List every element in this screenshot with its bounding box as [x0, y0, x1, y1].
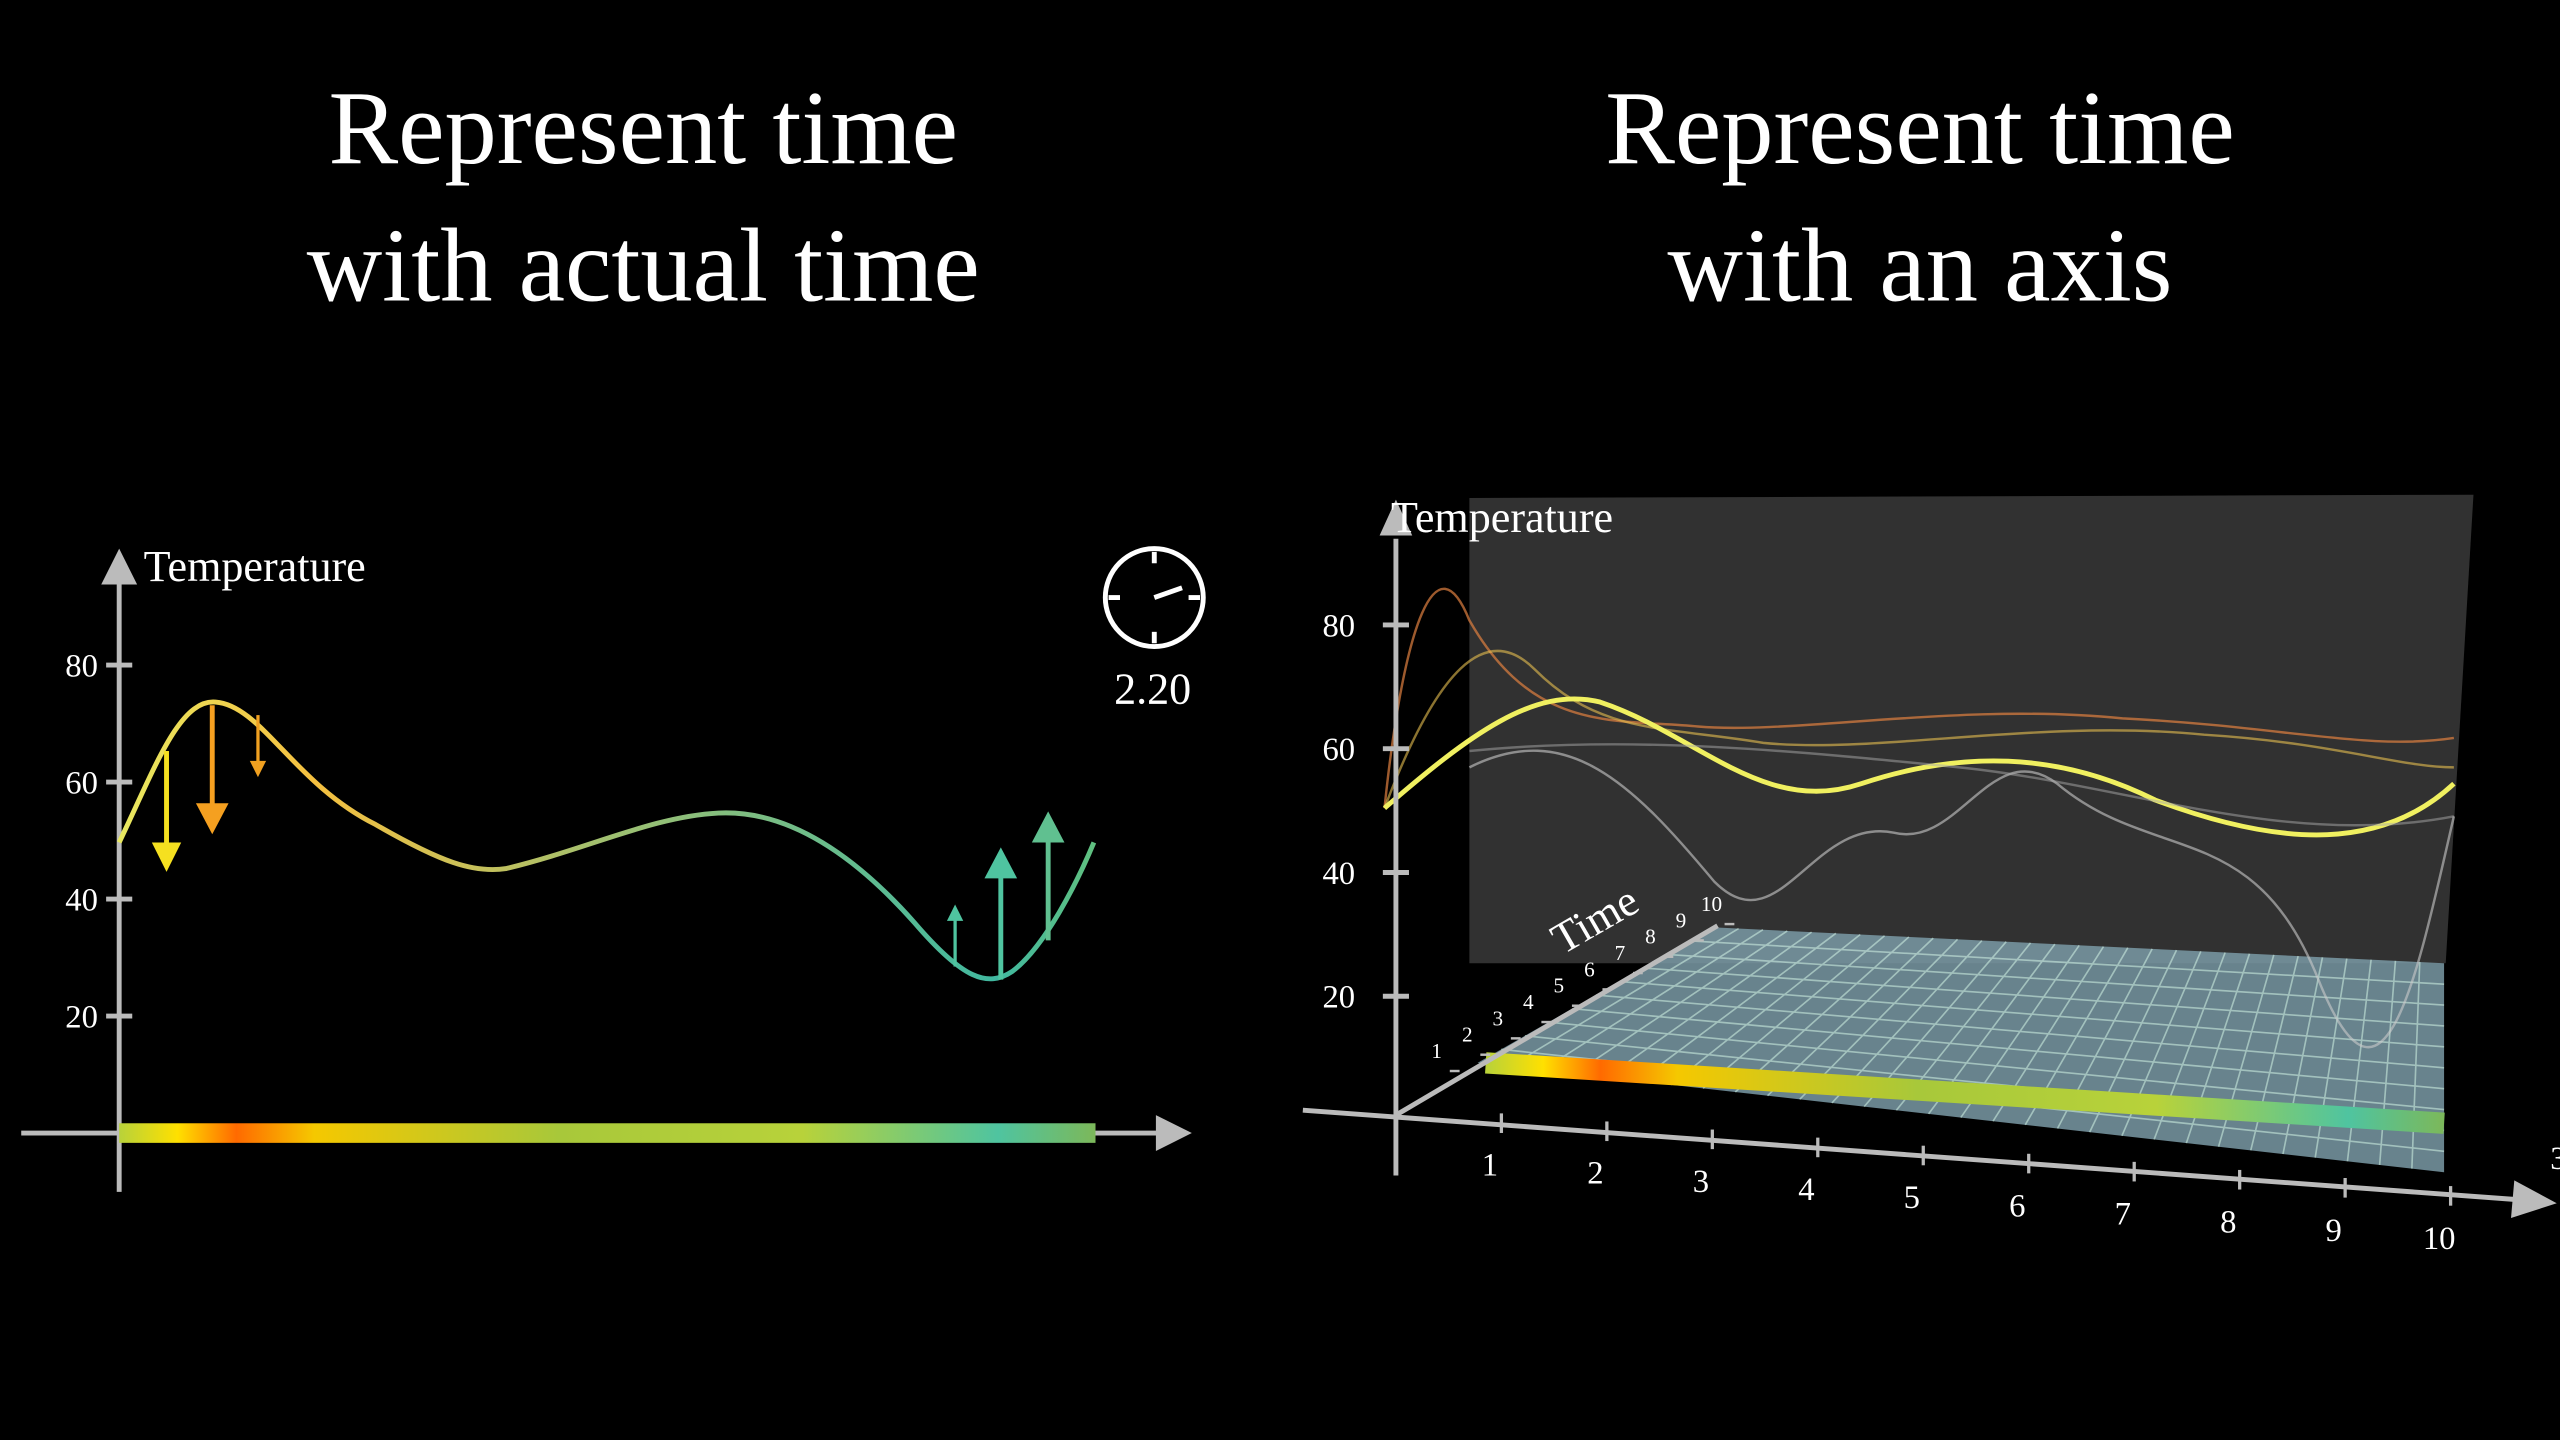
heat-bar [1485, 1052, 2445, 1134]
arrow-head [1031, 811, 1065, 843]
surface [1382, 587, 2456, 1049]
axis-arrow [1155, 1115, 1192, 1152]
y-tick-label: 80 [65, 649, 98, 685]
grid-line [1643, 967, 2445, 1027]
y-tick-label: 20 [65, 999, 98, 1035]
y-label: Temperature [144, 542, 366, 591]
x-tick-label: 7 [2115, 1196, 2131, 1232]
grid-line [1619, 980, 2445, 1048]
surface-line [1383, 649, 2454, 809]
axis-arrow [1379, 499, 1413, 536]
x-tick-label: 8 [2220, 1205, 2236, 1241]
clock-face [1102, 546, 1206, 649]
grid-line [1595, 994, 2445, 1069]
grid-line [1548, 1021, 2445, 1111]
time-tick-label: 6 [1584, 957, 1595, 981]
x-tick-label: 10 [2423, 1221, 2456, 1257]
x-tick-label: 6 [2009, 1188, 2025, 1224]
time-tick-label: 8 [1645, 925, 1656, 949]
right-title: with an axis [1668, 207, 2173, 323]
grid-line [1572, 1007, 2445, 1090]
right-title: Represent time [1605, 70, 2235, 186]
arrow-head [249, 760, 267, 778]
time-tick-label: 7 [1615, 941, 1626, 965]
left-title: with actual time [307, 207, 980, 323]
time-tick-label: 1 [1431, 1039, 1442, 1063]
x-tick-label: 9 [2326, 1213, 2342, 1249]
arrows [151, 705, 1065, 980]
surface-line [1382, 696, 2456, 838]
x-label: 3 [2550, 1141, 2560, 1177]
axis-arrow [2511, 1180, 2557, 1218]
x-tick-label: 3 [1693, 1164, 1709, 1200]
y-tick-label: 40 [65, 882, 98, 918]
x-axis [1302, 1107, 2523, 1203]
time-tick-label: 2 [1462, 1023, 1473, 1047]
x-tick-label: 1 [1482, 1148, 1498, 1184]
y-tick-label: 60 [1322, 732, 1355, 768]
surface-line [1468, 749, 2456, 1049]
arrow-head [151, 842, 182, 872]
time-tick-label: 5 [1554, 974, 1565, 998]
clock-label: 2.20 [1114, 665, 1191, 714]
y-label: Temperature [1391, 493, 1613, 542]
y-tick-label: 60 [65, 766, 98, 802]
grid-line [1666, 953, 2445, 1006]
heat-bar [119, 1123, 1096, 1143]
right-chart: Temperature Time 3 [1302, 493, 2560, 1218]
left-chart: Temperature 2.20 [21, 542, 1206, 1192]
x-tick-label: 4 [1798, 1172, 1814, 1208]
clock [1102, 546, 1206, 649]
time-tick-label: 9 [1676, 908, 1687, 932]
y-tick-label: 40 [1322, 856, 1355, 892]
x-tick-label: 5 [1904, 1180, 1920, 1216]
surface-line [1469, 743, 2455, 827]
time-tick-label: 10 [1701, 892, 1722, 916]
arrow-head [984, 847, 1018, 879]
clock-hand [1153, 585, 1183, 600]
y-tick-label: 80 [1322, 608, 1355, 644]
time-tick-label: 4 [1523, 990, 1534, 1014]
y-tick-label: 20 [1322, 980, 1355, 1016]
surface-line [1383, 587, 2455, 809]
x-tick-label: 2 [1587, 1156, 1603, 1192]
temperature-curve [116, 699, 1097, 982]
arrow-head [946, 904, 964, 921]
left-title: Represent time [328, 70, 958, 186]
back-plane [1469, 494, 2474, 964]
time-tick-label: 3 [1492, 1006, 1503, 1030]
arrow-head [195, 803, 229, 835]
axis-arrow [101, 548, 138, 585]
